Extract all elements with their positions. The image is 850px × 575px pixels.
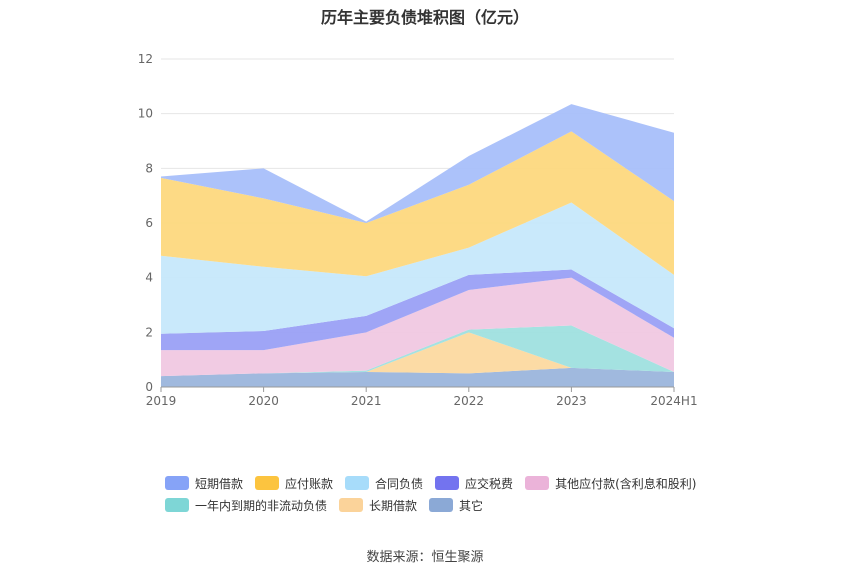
y-tick-label: 0 [145, 380, 153, 394]
legend-item[interactable]: 应交税费 [435, 475, 513, 492]
y-tick-label: 2 [145, 325, 153, 339]
legend-item[interactable]: 一年内到期的非流动负债 [165, 497, 327, 514]
x-tick-label: 2024H1 [650, 394, 697, 408]
x-tick-label: 2020 [248, 394, 279, 408]
axes: 0 2 4 6 8 10 12 2019 2020 2021 2022 2023 2024H1 [138, 52, 698, 408]
legend-label: 应付账款 [285, 476, 334, 491]
legend-swatch [339, 498, 364, 512]
legend-swatch [255, 476, 280, 490]
legend-swatch [165, 476, 189, 490]
y-tick-label: 6 [145, 216, 153, 230]
legend: 短期借款 应付账款 合同负债 应交税费 其他应付款(含利息和股利) 一年内到期的非流动负债… [165, 472, 725, 516]
area-series-7 [161, 104, 674, 223]
x-tick-label: 2019 [146, 394, 177, 408]
area-series-2 [161, 325, 674, 377]
legend-swatch [165, 498, 189, 512]
legend-label: 长期借款 [369, 498, 418, 513]
legend-swatch [345, 476, 370, 490]
area-series [161, 104, 674, 387]
legend-label: 一年内到期的非流动负债 [195, 498, 328, 513]
area-series-1 [161, 332, 674, 377]
legend-label: 应交税费 [465, 476, 514, 491]
x-tick-label: 2023 [556, 394, 587, 408]
legend-item[interactable]: 长期借款 [339, 497, 417, 514]
area-series-3 [161, 277, 674, 377]
data-source-note: 数据来源：恒生聚源 [366, 550, 484, 565]
area-series-5 [161, 202, 674, 334]
area-series-4 [161, 269, 674, 351]
legend-swatch [435, 476, 460, 490]
legend-label: 短期借款 [195, 476, 244, 491]
y-tick-label: 4 [145, 271, 153, 285]
chart-title: 历年主要负债堆积图（亿元） [320, 8, 529, 27]
legend-item[interactable]: 应付账款 [255, 475, 333, 492]
legend-label: 其它 [459, 498, 484, 513]
y-tick-label: 8 [145, 161, 153, 175]
legend-swatch [429, 498, 454, 512]
x-tick-label: 2022 [454, 394, 485, 408]
y-tick-label: 12 [138, 52, 153, 66]
legend-label: 合同负债 [375, 476, 424, 491]
y-tick-label: 10 [138, 107, 153, 121]
x-tick-label: 2021 [351, 394, 382, 408]
legend-item[interactable]: 其它 [429, 497, 483, 514]
legend-item[interactable]: 合同负债 [345, 475, 423, 492]
legend-row: 一年内到期的非流动负债 长期借款 其它 [165, 494, 725, 516]
area-series-0 [161, 367, 674, 387]
legend-row: 短期借款 应付账款 合同负债 应交税费 其他应付款(含利息和股利) [165, 472, 725, 494]
legend-item[interactable]: 其他应付款(含利息和股利) [525, 475, 696, 492]
legend-label: 其他应付款(含利息和股利) [555, 476, 697, 491]
legend-item[interactable]: 短期借款 [165, 475, 243, 492]
legend-swatch [525, 476, 550, 490]
